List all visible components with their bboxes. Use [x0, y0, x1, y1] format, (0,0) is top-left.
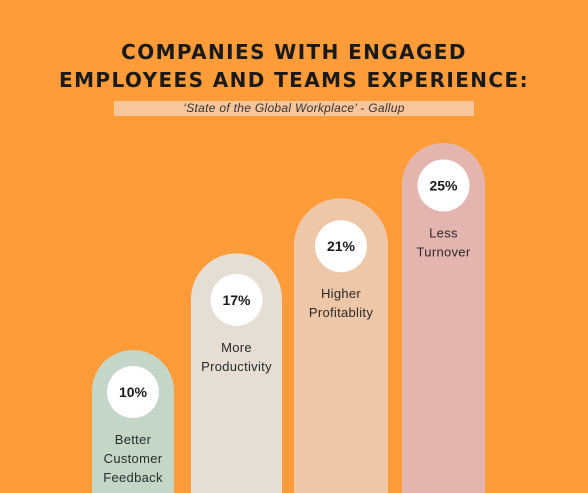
chart-subtitle: ‘State of the Global Workplace’ - Gallup: [114, 101, 474, 116]
bar-2: [191, 253, 283, 493]
category-label-3-line-2: Profitablity: [309, 305, 373, 320]
value-label-4: 25%: [429, 178, 458, 194]
category-label-4-line-2: Turnover: [417, 245, 471, 260]
category-label-1-line-1: Better: [115, 432, 152, 447]
value-circle-4: [417, 159, 470, 212]
category-label-2-line-1: More: [221, 340, 252, 355]
value-label-1: 10%: [119, 384, 148, 400]
value-circle-3: [315, 220, 367, 273]
value-label-3: 21%: [327, 238, 356, 254]
category-label-2-line-2: Productivity: [201, 359, 272, 374]
value-circle-2: [210, 273, 263, 326]
bar-3: [294, 198, 388, 493]
chart-title: COMPANIES WITH ENGAGED EMPLOYEES AND TEA…: [0, 38, 588, 94]
value-circle-1: [107, 366, 159, 418]
category-label-4-line-1: Less: [429, 226, 458, 241]
chart-title-line-2: EMPLOYEES AND TEAMS EXPERIENCE:: [59, 68, 529, 92]
bar-4: [402, 143, 485, 493]
value-label-2: 17%: [222, 292, 251, 308]
category-label-3-line-1: Higher: [321, 286, 361, 301]
chart-title-line-1: COMPANIES WITH ENGAGED: [121, 40, 467, 64]
category-label-1-line-2: Customer: [104, 451, 163, 466]
category-label-1-line-3: Feedback: [103, 470, 163, 485]
